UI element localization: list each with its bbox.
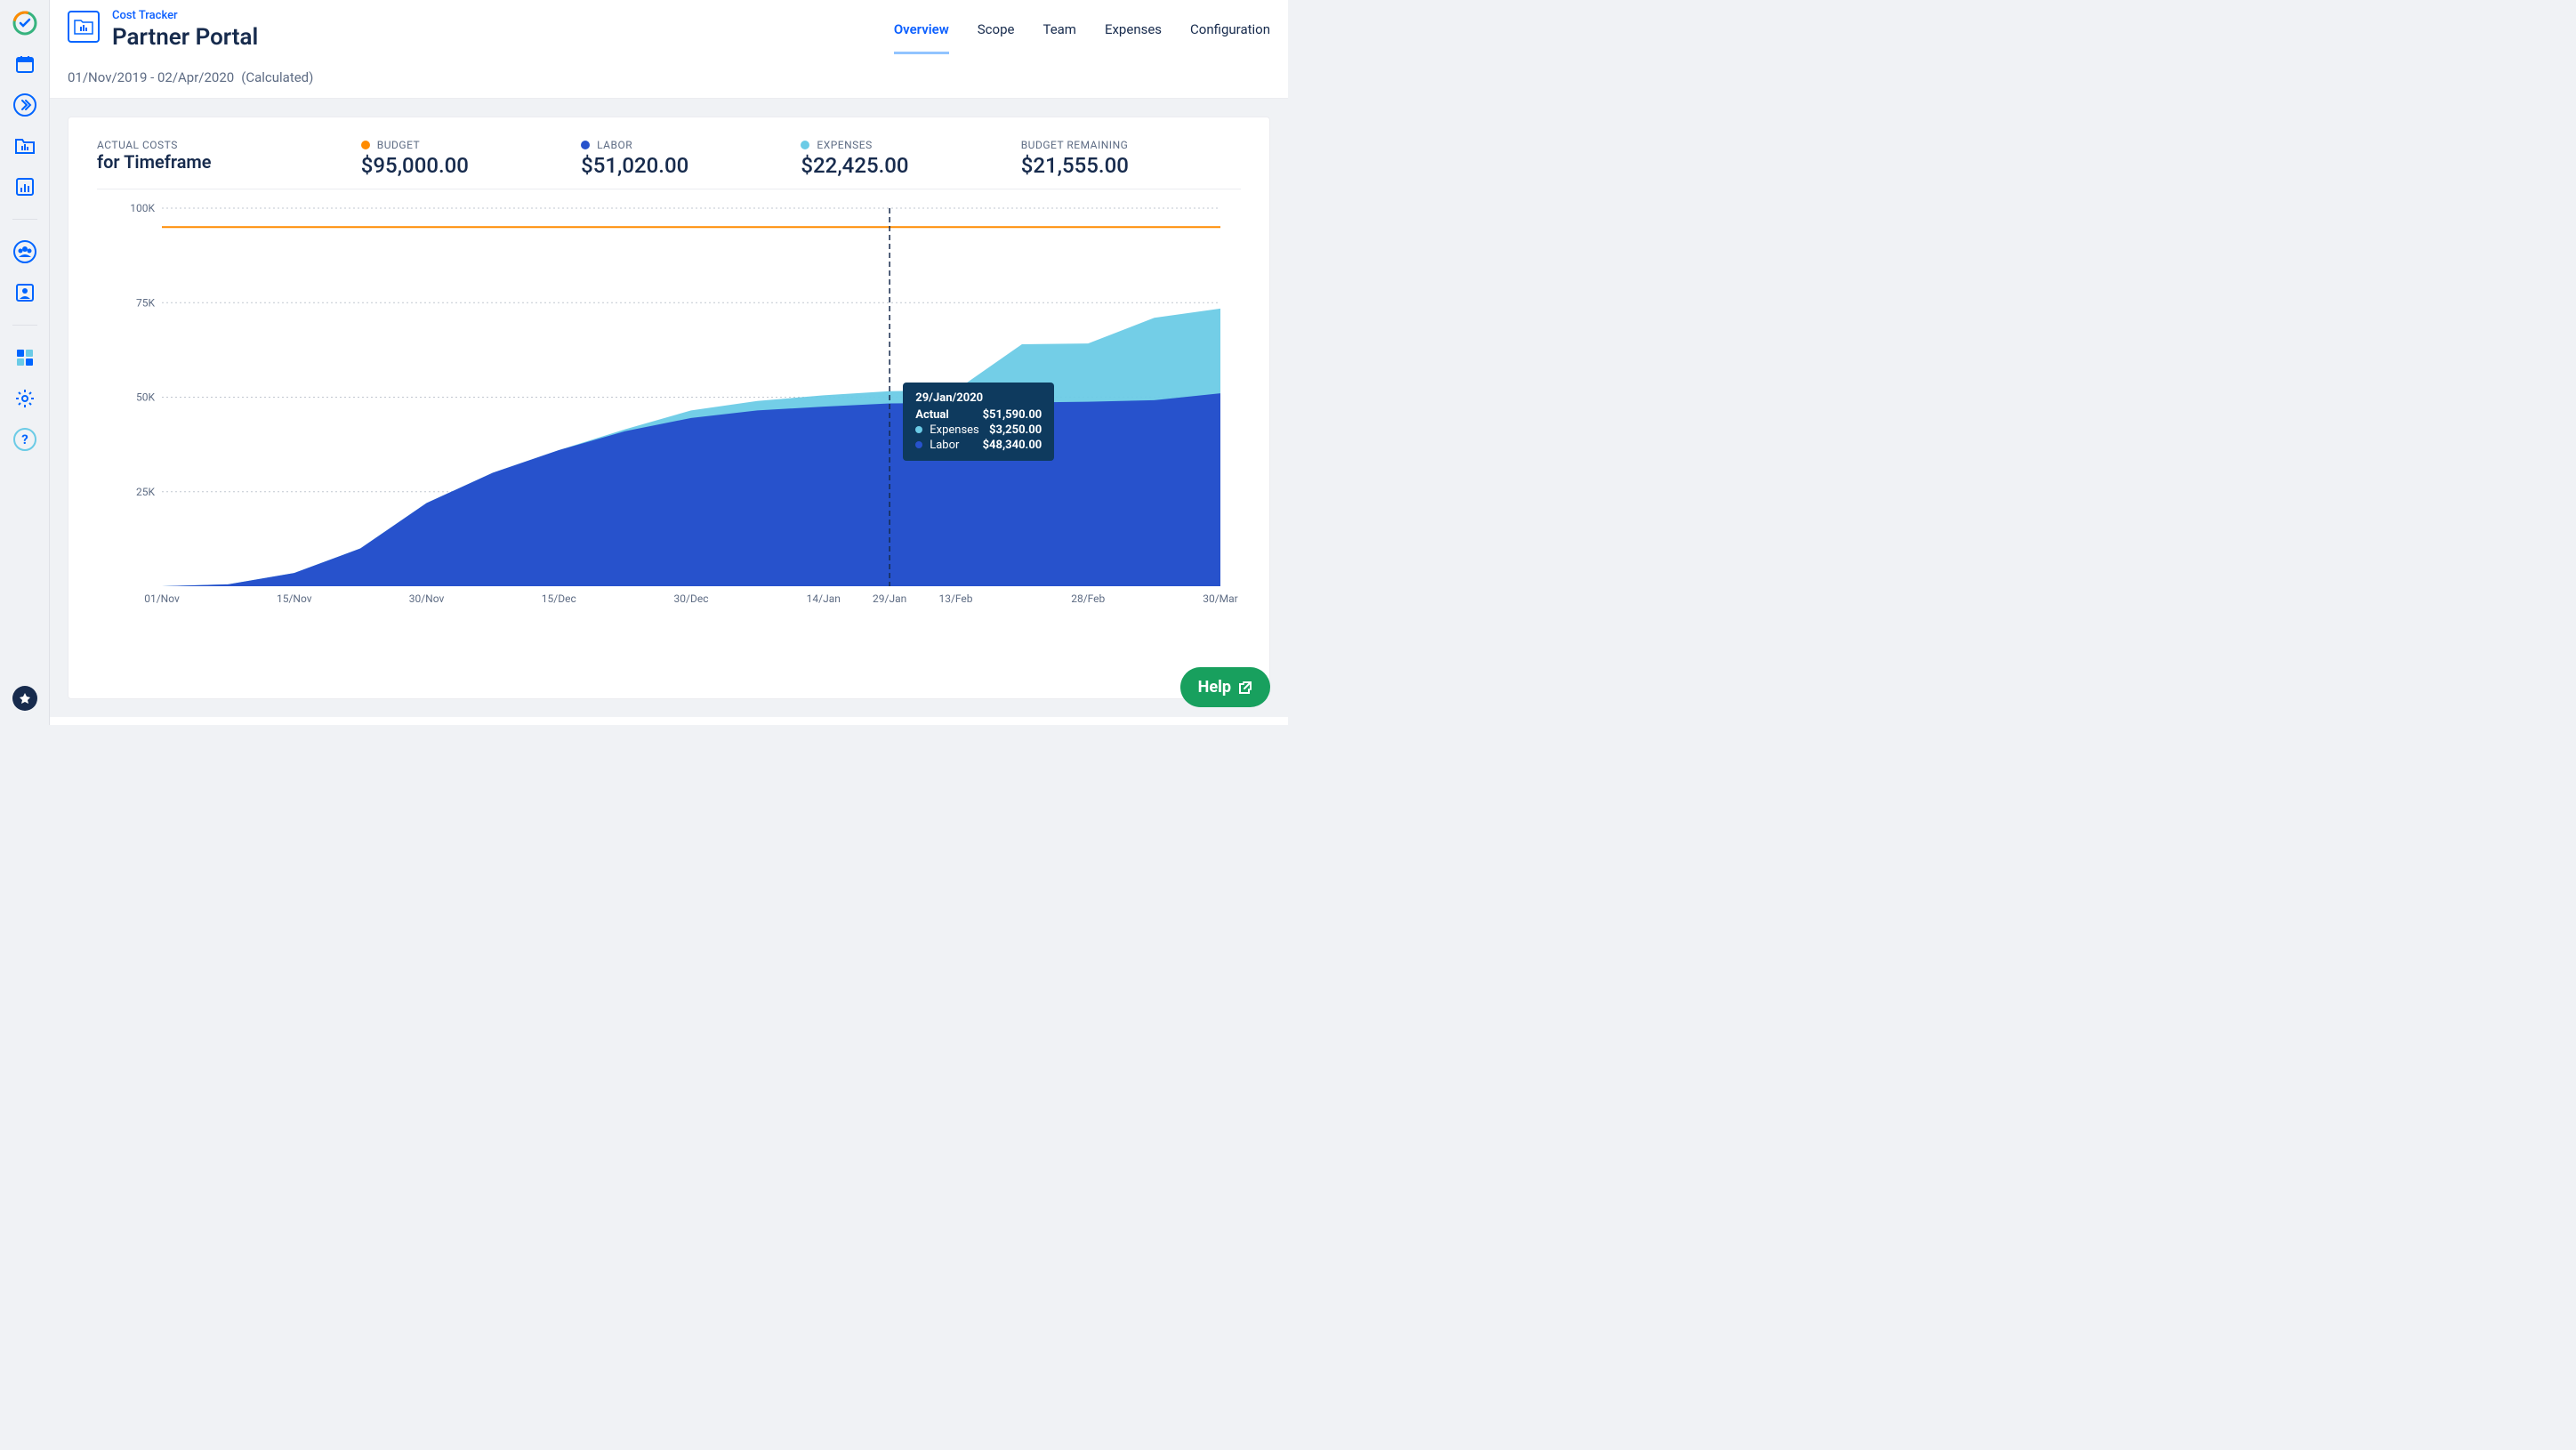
- main-content: Cost Tracker Partner Portal Overview Sco…: [50, 0, 1288, 725]
- tooltip-exp-dot: [915, 426, 922, 433]
- help-label: Help: [1198, 678, 1231, 697]
- labor-dot: [581, 141, 590, 149]
- remaining-value: $21,555.00: [1021, 153, 1241, 178]
- calendar-icon[interactable]: [12, 52, 37, 77]
- svg-text:?: ?: [21, 431, 28, 447]
- svg-text:01/Nov: 01/Nov: [144, 592, 180, 605]
- chart-icon[interactable]: [12, 174, 37, 199]
- svg-text:14/Jan: 14/Jan: [807, 592, 841, 605]
- tab-configuration[interactable]: Configuration: [1190, 21, 1270, 54]
- user-icon[interactable]: [12, 280, 37, 305]
- svg-text:30/Dec: 30/Dec: [674, 592, 709, 605]
- svg-text:29/Jan: 29/Jan: [873, 592, 906, 605]
- expenses-value: $22,425.00: [801, 153, 1020, 178]
- expenses-label: EXPENSES: [817, 139, 872, 151]
- calculated-tag: (Calculated): [241, 69, 313, 85]
- grid-icon[interactable]: [12, 345, 37, 370]
- expand-icon[interactable]: [12, 93, 37, 117]
- help-button[interactable]: Help: [1180, 667, 1270, 707]
- logo-icon[interactable]: [12, 11, 37, 36]
- page-title: Partner Portal: [112, 24, 258, 51]
- svg-text:100K: 100K: [130, 204, 155, 214]
- cost-chart[interactable]: 25K 50K 75K 100K 01/Nov 15/Nov 30/Nov 15/Dec 30/…: [97, 204, 1241, 613]
- cost-card: ACTUAL COSTS for Timeframe BUDGET $95,00…: [68, 117, 1270, 699]
- labor-value: $51,020.00: [581, 153, 801, 178]
- chart-tooltip: 29/Jan/2020 Actual $51,590.00 Expenses $…: [903, 383, 1054, 461]
- folder-icon[interactable]: [12, 133, 37, 158]
- svg-text:15/Dec: 15/Dec: [542, 592, 576, 605]
- help-icon[interactable]: ?: [12, 427, 37, 452]
- svg-text:25K: 25K: [136, 486, 155, 498]
- pin-button[interactable]: [12, 686, 37, 711]
- tooltip-exp-value: $3,250.00: [989, 423, 1042, 437]
- tooltip-lab-value: $48,340.00: [983, 439, 1042, 452]
- tooltip-date: 29/Jan/2020: [915, 391, 1042, 405]
- chart-svg: 25K 50K 75K 100K 01/Nov 15/Nov 30/Nov 15/Dec 30/…: [97, 204, 1241, 613]
- team-icon[interactable]: [12, 239, 37, 264]
- gear-icon[interactable]: [12, 386, 37, 411]
- tab-team[interactable]: Team: [1042, 21, 1076, 54]
- external-link-icon: [1238, 681, 1252, 695]
- project-icon: [68, 11, 100, 43]
- expenses-dot: [801, 141, 809, 149]
- actual-costs-sub: for Timeframe: [97, 151, 361, 173]
- tabs: Overview Scope Team Expenses Configurati…: [894, 9, 1270, 54]
- tooltip-actual-label: Actual: [915, 408, 975, 422]
- content-area: ACTUAL COSTS for Timeframe BUDGET $95,00…: [50, 99, 1288, 717]
- budget-label: BUDGET: [377, 139, 420, 151]
- breadcrumb[interactable]: Cost Tracker: [112, 9, 258, 22]
- actual-costs-label: ACTUAL COSTS: [97, 139, 361, 151]
- svg-text:28/Feb: 28/Feb: [1071, 592, 1105, 605]
- remaining-label: BUDGET REMAINING: [1021, 139, 1241, 151]
- tooltip-lab-dot: [915, 441, 922, 448]
- svg-text:75K: 75K: [136, 296, 155, 309]
- tab-expenses[interactable]: Expenses: [1105, 21, 1162, 54]
- svg-text:30/Mar: 30/Mar: [1203, 592, 1238, 605]
- summary-row: ACTUAL COSTS for Timeframe BUDGET $95,00…: [97, 139, 1241, 189]
- date-range: 01/Nov/2019 - 02/Apr/2020: [68, 69, 234, 85]
- tooltip-exp-label: Expenses: [930, 423, 982, 437]
- svg-text:15/Nov: 15/Nov: [277, 592, 312, 605]
- sidebar: ?: [0, 0, 50, 725]
- header: Cost Tracker Partner Portal Overview Sco…: [50, 0, 1288, 99]
- svg-text:50K: 50K: [136, 391, 155, 404]
- tab-overview[interactable]: Overview: [894, 21, 949, 54]
- budget-dot: [361, 141, 370, 149]
- tooltip-actual-value: $51,590.00: [983, 408, 1042, 422]
- labor-label: LABOR: [597, 139, 632, 151]
- svg-text:13/Feb: 13/Feb: [938, 592, 972, 605]
- tab-scope[interactable]: Scope: [978, 21, 1015, 54]
- svg-text:30/Nov: 30/Nov: [409, 592, 445, 605]
- budget-value: $95,000.00: [361, 153, 581, 178]
- tooltip-lab-label: Labor: [930, 439, 975, 452]
